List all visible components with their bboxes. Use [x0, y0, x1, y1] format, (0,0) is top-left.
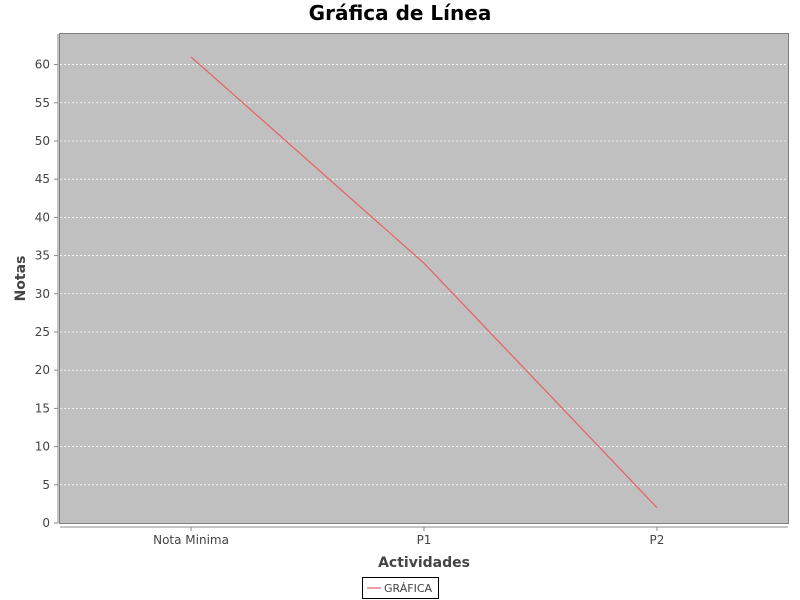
y-tick-label: 35 [35, 249, 50, 263]
legend-box [362, 577, 439, 599]
legend: GRÁFICA [362, 577, 439, 599]
legend-label: GRÁFICA [384, 582, 432, 595]
x-tick-label: P1 [417, 533, 432, 547]
y-axis-label: Notas [13, 256, 29, 302]
y-axis: 0 5 10 15 20 25 30 35 40 45 50 55 60 [35, 34, 59, 530]
x-axis: Nota Minima P1 P2 [60, 526, 788, 547]
chart-title: Gráfica de Línea [309, 1, 492, 25]
gridlines [60, 64, 788, 486]
plot-area [60, 34, 788, 523]
y-tick-label: 0 [42, 516, 50, 530]
y-tick-label: 10 [35, 440, 50, 454]
plot-border [59, 33, 789, 524]
y-tick-label: 45 [35, 172, 50, 186]
y-tick-label: 5 [42, 478, 50, 492]
y-tick-label: 40 [35, 210, 50, 224]
y-tick-label: 50 [35, 134, 50, 148]
x-tick-label: Nota Minima [153, 533, 229, 547]
x-axis-label: Actividades [378, 555, 470, 571]
y-tick-label: 30 [35, 287, 50, 301]
series-line [190, 56, 658, 509]
y-tick-label: 15 [35, 401, 50, 415]
y-tick-label: 20 [35, 363, 50, 377]
y-tick-label: 60 [35, 58, 50, 72]
y-tick-label: 55 [35, 96, 50, 110]
series-group [190, 56, 658, 509]
x-tick-label: P2 [650, 533, 665, 547]
y-tick-label: 25 [35, 325, 50, 339]
